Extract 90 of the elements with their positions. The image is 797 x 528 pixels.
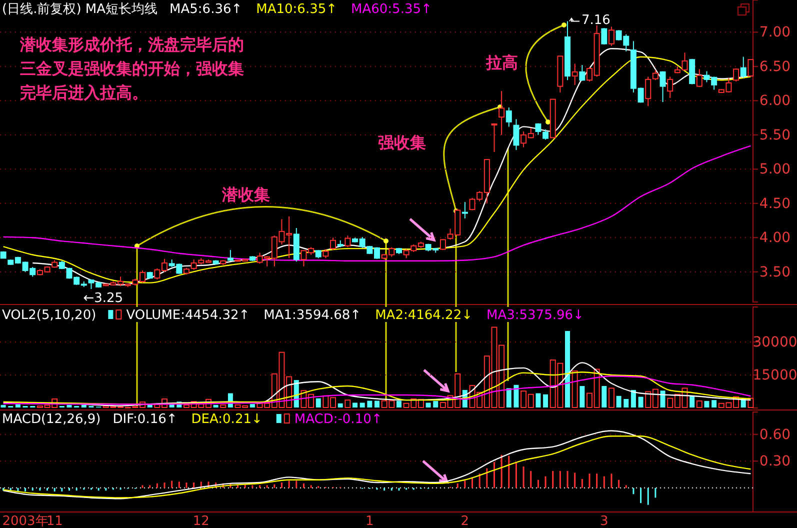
legend-label: MACD:-0.10↑ xyxy=(294,412,382,427)
chart-title: (日线.前复权) MA短长均线 xyxy=(2,2,158,17)
annotation: 潜收集 xyxy=(221,185,270,204)
candlestick xyxy=(462,202,468,219)
y-tick-label: 0.60 xyxy=(759,426,791,443)
legend-label: VOLUME:4454.32↑ xyxy=(126,308,250,323)
candlestick xyxy=(513,118,520,150)
bar xyxy=(704,400,710,408)
bar xyxy=(0,404,6,408)
y-tick-label: 30000 xyxy=(752,334,797,350)
text: DIF:0.16↑ xyxy=(112,412,178,427)
candlestick xyxy=(579,64,586,82)
bar xyxy=(580,386,585,408)
candlestick xyxy=(330,237,336,250)
annotation: 强收集 xyxy=(378,133,426,152)
chart-title: MACD(12,26,9) xyxy=(2,412,101,427)
annotation: 拉高 xyxy=(485,53,518,72)
bar xyxy=(690,396,695,408)
x-tick-label: 3 xyxy=(600,514,608,528)
bar xyxy=(316,398,321,408)
candlestick xyxy=(696,68,702,88)
candlestick xyxy=(601,28,608,46)
bar xyxy=(616,396,622,408)
bar xyxy=(624,398,629,408)
bar xyxy=(360,402,365,408)
bar xyxy=(81,404,86,408)
candlestick xyxy=(572,63,578,86)
bar xyxy=(352,402,358,408)
x-tick-label: 2 xyxy=(460,514,470,528)
bar xyxy=(514,384,519,408)
y-tick-label: 5.50 xyxy=(759,127,791,144)
annotation: 7.16 xyxy=(582,13,610,28)
bar xyxy=(426,402,431,408)
chart-title: VOL2(5,10,20) xyxy=(2,308,96,323)
candlestick xyxy=(748,59,754,78)
y-tick-label: 3.50 xyxy=(759,264,791,280)
y-tick-label: 6.50 xyxy=(759,58,791,75)
candlestick xyxy=(506,107,512,128)
text: MA3:5375.96↓ xyxy=(486,308,584,323)
text: MA60:5.35↑ xyxy=(351,2,432,17)
candlestick xyxy=(740,56,746,79)
y-tick-label: 6.00 xyxy=(759,93,791,110)
x-tick-label: 11 xyxy=(46,514,63,528)
candlestick xyxy=(660,70,666,103)
x-tick-label: 2003年 xyxy=(2,514,48,528)
bar xyxy=(433,400,438,408)
annotation: 潜收集形成价托，洗盘完毕后的三金叉是强收集的开始，强收集完毕后进入拉高。 xyxy=(19,35,244,102)
bar xyxy=(15,404,20,408)
y-tick-label: 15000 xyxy=(752,367,797,384)
candlestick xyxy=(491,122,498,153)
y-tick-label: 0.30 xyxy=(759,454,791,470)
candlestick xyxy=(733,68,740,82)
candlestick xyxy=(667,76,674,98)
y-tick-label: 4.00 xyxy=(759,230,791,246)
bar xyxy=(572,370,578,408)
bar xyxy=(374,400,380,408)
y-tick-label: 5.00 xyxy=(759,162,791,178)
bar xyxy=(660,390,666,408)
bar xyxy=(344,400,351,408)
bar xyxy=(396,400,402,408)
bar xyxy=(506,388,512,408)
y-tick-label: 7.00 xyxy=(759,24,791,41)
text: MA1:3594.68↑ xyxy=(264,308,362,323)
bar xyxy=(630,390,636,408)
candlestick xyxy=(608,26,614,46)
text: DEA:0.21↓ xyxy=(191,412,262,427)
bar xyxy=(220,404,226,408)
bar xyxy=(602,386,607,408)
y-tick-label: 4.50 xyxy=(759,196,791,212)
candlestick xyxy=(344,235,351,248)
bar xyxy=(338,403,343,408)
bar xyxy=(66,404,72,408)
bar xyxy=(712,400,717,408)
bar xyxy=(543,394,548,408)
bar xyxy=(367,400,372,408)
bar xyxy=(250,404,255,408)
x-tick-label: 1 xyxy=(366,514,374,528)
candlestick xyxy=(227,249,234,262)
bar xyxy=(696,400,702,408)
bar xyxy=(638,396,644,408)
bar xyxy=(213,404,218,408)
candlestick xyxy=(440,238,446,250)
text: MA2:4164.22↓ xyxy=(375,308,472,323)
annotation: ←3.25 xyxy=(83,290,124,306)
bar xyxy=(536,393,541,408)
bar xyxy=(608,388,614,408)
text: MA5:6.36↑ xyxy=(170,2,242,17)
x-tick-label: 12 xyxy=(192,514,210,528)
bar xyxy=(565,330,570,408)
text: MA10:6.35↑ xyxy=(256,2,338,17)
